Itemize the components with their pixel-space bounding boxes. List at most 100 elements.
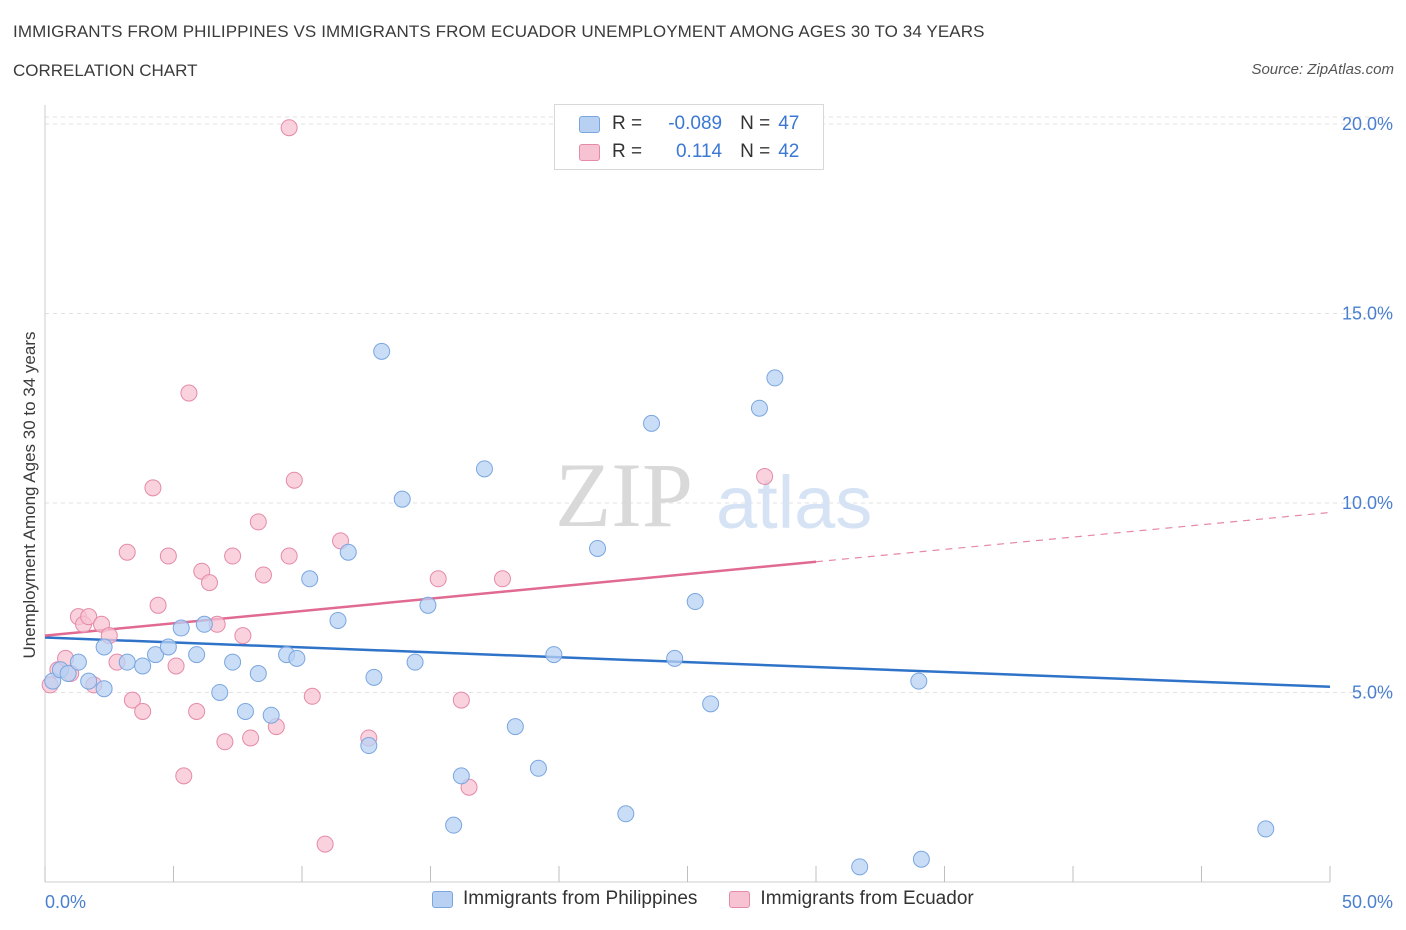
stats-legend: R = -0.089 N = 47 R = 0.114 N = 42 — [554, 104, 824, 170]
chart-title: IMMIGRANTS FROM PHILIPPINES VS IMMIGRANT… — [13, 22, 985, 41]
philippines-point — [339, 543, 357, 561]
ecuador-point — [234, 627, 252, 645]
y-tick-label: 20.0% — [1342, 114, 1393, 134]
n-value: 42 — [778, 141, 800, 162]
philippines-legend-swatch — [432, 890, 453, 908]
ecuador-point — [285, 471, 303, 489]
philippines-point — [910, 672, 928, 690]
philippines-point — [643, 414, 661, 432]
philippines-point — [393, 490, 411, 508]
philippines-point — [301, 570, 319, 588]
philippines-point — [545, 646, 563, 664]
y-tick-label: 10.0% — [1342, 493, 1393, 513]
ecuador-point — [167, 657, 185, 675]
ecuador-point — [216, 733, 234, 751]
philippines-point — [766, 369, 784, 387]
philippines-point — [147, 646, 165, 664]
philippines-point — [118, 653, 136, 671]
philippines-point — [211, 683, 229, 701]
philippines-point — [750, 399, 768, 417]
ecuador-point — [316, 835, 334, 853]
philippines-point — [365, 668, 383, 686]
philippines-point — [589, 539, 607, 557]
philippines-swatch — [579, 115, 600, 133]
philippines-point — [529, 759, 547, 777]
ecuador-point — [242, 729, 260, 747]
ecuador-legend-swatch — [729, 890, 751, 908]
ecuador-point — [123, 691, 141, 709]
ecuador-point — [249, 513, 267, 531]
y-tick-label: 15.0% — [1342, 303, 1393, 323]
watermark-atlas: atlas — [716, 461, 872, 544]
x-tick-label: 50.0% — [1342, 892, 1393, 912]
ecuador-point — [80, 608, 98, 626]
ecuador-point — [200, 574, 218, 592]
philippines-point — [236, 702, 254, 720]
r-label: R = — [612, 113, 643, 134]
philippines-point — [1257, 820, 1275, 838]
source-label: Source: ZipAtlas.com — [1251, 61, 1394, 78]
n-label: N = — [740, 113, 771, 134]
philippines-point — [249, 665, 267, 683]
ecuador-point — [493, 570, 511, 588]
legend-item-ecuador[interactable]: Immigrants from Ecuador — [729, 888, 974, 910]
x-tick-labels: 0.0% 50.0% — [45, 892, 1393, 912]
philippines-point — [445, 816, 463, 834]
philippines-points — [44, 342, 1275, 876]
gridlines — [45, 116, 1390, 693]
philippines-trend-line — [44, 636, 1331, 689]
philippines-point — [134, 657, 152, 675]
philippines-point — [224, 653, 242, 671]
y-tick-labels: 5.0% 10.0% 15.0% 20.0% — [1342, 114, 1393, 703]
axes — [44, 105, 1331, 883]
ecuador-point — [149, 596, 167, 614]
y-tick-label: 5.0% — [1352, 682, 1393, 702]
y-axis-label: Unemployment Among Ages 30 to 34 years — [20, 332, 39, 659]
ecuador-point — [134, 702, 152, 720]
philippines-point — [59, 665, 77, 683]
philippines-point — [80, 672, 98, 690]
philippines-point — [159, 638, 177, 656]
philippines-point — [419, 596, 437, 614]
philippines-point — [95, 638, 113, 656]
n-label: N = — [740, 141, 771, 162]
philippines-point — [188, 646, 206, 664]
watermark: ZIP atlas — [555, 444, 872, 546]
series-legend: Immigrants from Philippines Immigrants f… — [432, 888, 1006, 910]
ecuador-point — [280, 547, 298, 565]
philippines-point — [329, 611, 347, 629]
ecuador-point — [175, 767, 193, 785]
legend-label-ecuador: Immigrants from Ecuador — [760, 888, 974, 909]
n-value: 47 — [778, 113, 800, 134]
legend-label-philippines: Immigrants from Philippines — [463, 888, 698, 909]
r-value: -0.089 — [668, 113, 723, 134]
philippines-point — [406, 653, 424, 671]
philippines-point — [617, 805, 635, 823]
philippines-point — [475, 460, 493, 478]
legend-row-philippines: R = -0.089 N = 47 — [579, 112, 799, 136]
philippines-point — [666, 649, 684, 667]
philippines-point — [69, 653, 87, 671]
ecuador-point — [429, 570, 447, 588]
ecuador-point — [188, 702, 206, 720]
philippines-point — [195, 615, 213, 633]
ecuador-point — [452, 691, 470, 709]
r-label: R = — [612, 141, 643, 162]
philippines-point — [686, 593, 704, 611]
chart-subtitle: CORRELATION CHART — [13, 61, 198, 80]
ecuador-point — [144, 479, 162, 497]
philippines-point — [702, 695, 720, 713]
legend-item-philippines[interactable]: Immigrants from Philippines — [432, 888, 697, 910]
ecuador-trend-extension — [815, 511, 1331, 563]
ecuador-point — [118, 543, 136, 561]
ecuador-point — [159, 547, 177, 565]
philippines-point — [373, 342, 391, 360]
legend-row-ecuador: R = 0.114 N = 42 — [579, 140, 799, 164]
ecuador-point — [254, 566, 272, 584]
ecuador-point — [280, 119, 298, 137]
philippines-point — [360, 737, 378, 755]
ecuador-point — [180, 384, 198, 402]
r-value: 0.114 — [675, 141, 723, 162]
philippines-point — [851, 858, 869, 876]
